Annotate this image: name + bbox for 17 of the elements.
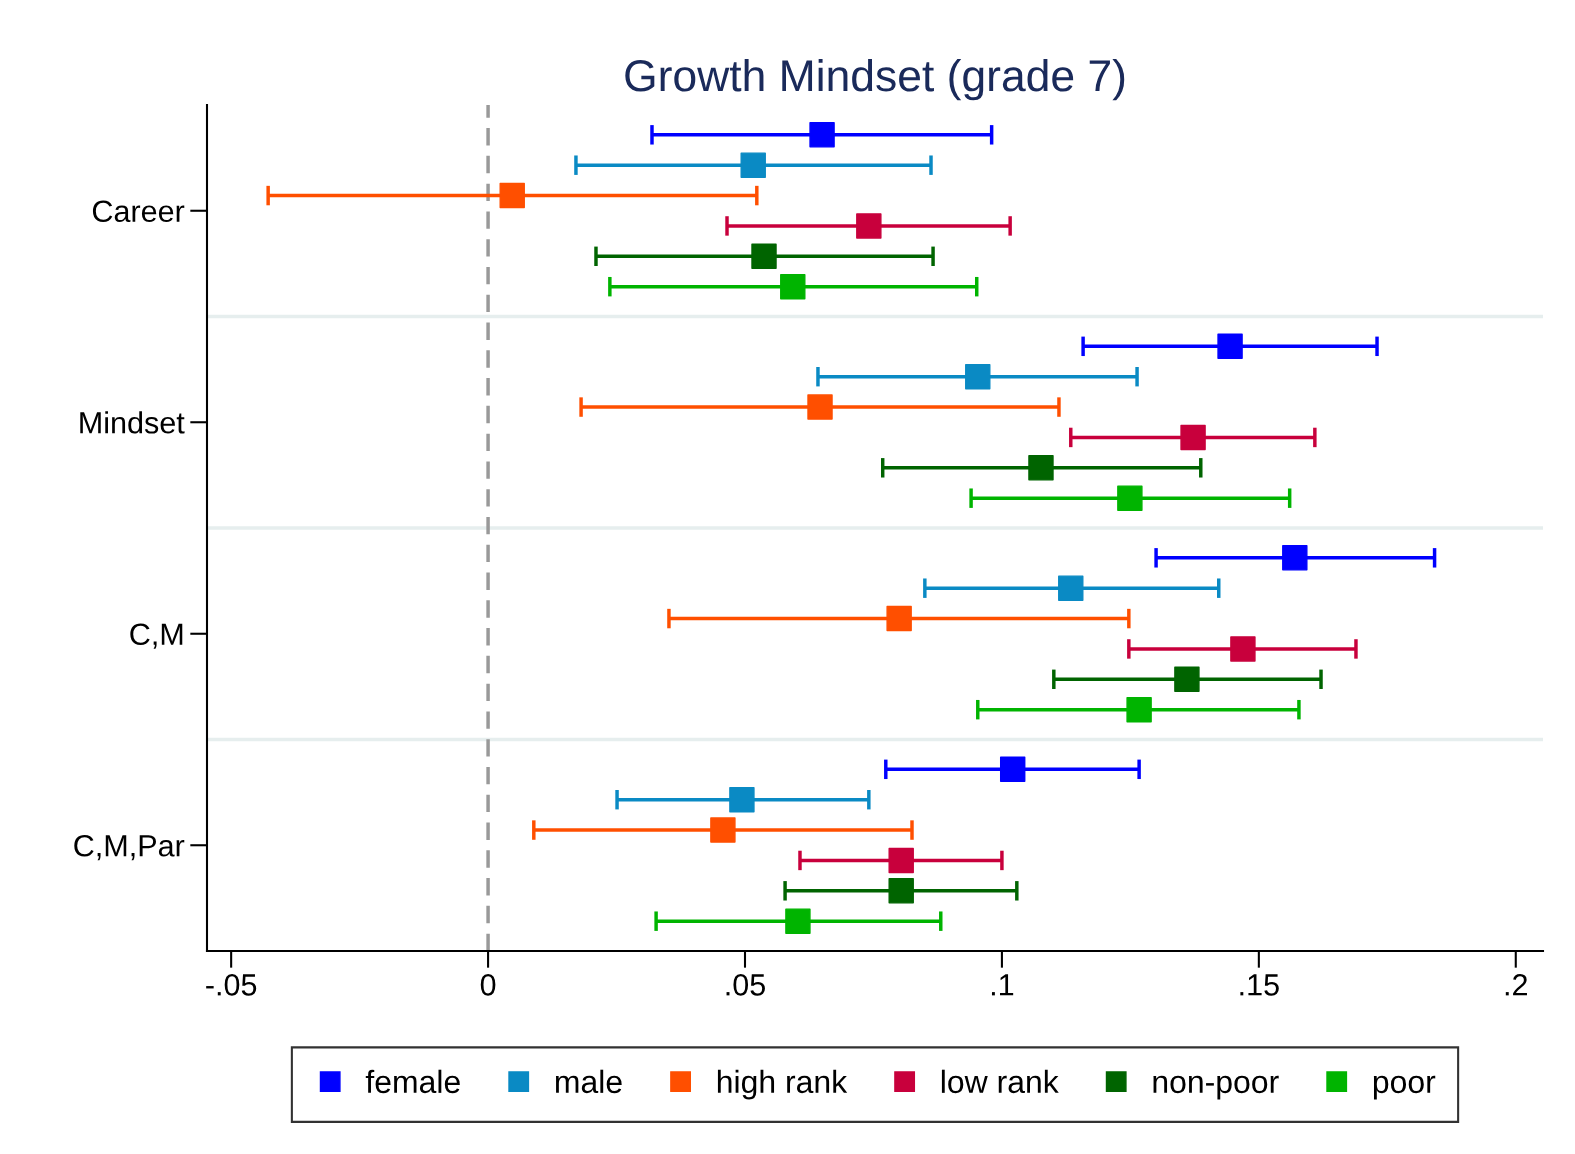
legend-label: male [555,1069,622,1094]
x-tick-label: .2 [1505,974,1527,996]
x-tick-label: .1 [991,974,1014,996]
y-tick-label: C,M [130,623,183,649]
chart-title: Growth Mindset (grade 7) [625,58,1125,101]
x-tick-label: 0 [480,974,496,996]
y-tick-label: C,M,Par [74,834,185,861]
x-tick-label: -.05 [206,974,257,996]
legend-label: non-poor [1153,1075,1279,1100]
x-tick-label: .05 [726,974,765,996]
legend-label: low rank [941,1069,1059,1094]
y-tick-label: Career [92,200,185,223]
x-tick-label: .15 [1240,974,1279,996]
legend-label: poor [1373,1075,1436,1100]
legend-label: female [365,1069,460,1094]
y-tick-label: Mindset [80,411,185,434]
legend-label: high rank [717,1069,848,1100]
